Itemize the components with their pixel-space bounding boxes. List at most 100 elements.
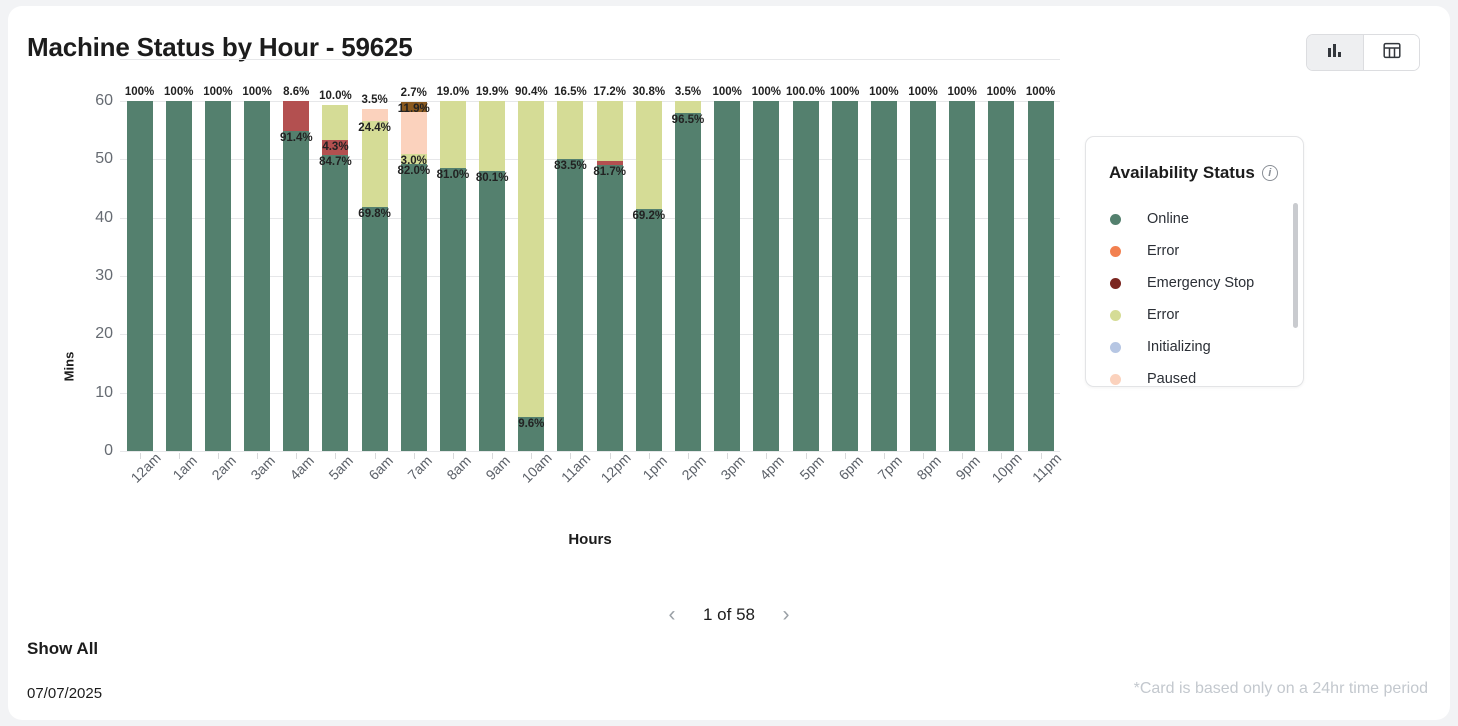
bar-segment[interactable]: 82.0%: [397, 164, 430, 451]
bar-column[interactable]: 80.1% 19.9%: [473, 86, 512, 451]
bar-column[interactable]: 9.6% 90.4%: [512, 86, 551, 451]
bar-segment[interactable]: 84.7%: [319, 154, 352, 451]
bar-top-label: 100%: [124, 86, 155, 98]
bar-segment[interactable]: 9.6%: [518, 417, 544, 451]
chart-view-button[interactable]: [1307, 35, 1363, 70]
legend-item[interactable]: Initializing: [1110, 331, 1303, 363]
bar-column[interactable]: 81.7% 17.2%: [590, 86, 629, 451]
bar-column[interactable]: 100%: [159, 86, 198, 451]
bar-segment[interactable]: [244, 101, 271, 451]
bar-segment[interactable]: [949, 101, 976, 451]
x-tick-mark: [687, 453, 689, 459]
bar-segment[interactable]: [479, 101, 506, 171]
bar-segment[interactable]: [910, 101, 937, 451]
x-axis-tick: 12pm: [590, 450, 633, 523]
bar-segment[interactable]: [753, 101, 780, 451]
bar-column[interactable]: 100.0%: [786, 86, 825, 451]
bar-segment[interactable]: 96.5%: [672, 113, 704, 451]
bar-column[interactable]: 100%: [747, 86, 786, 451]
bar-column[interactable]: 100%: [120, 86, 159, 451]
legend-item[interactable]: Online: [1110, 203, 1303, 235]
bar-segment-label: 9.6%: [518, 418, 545, 431]
bar-segment[interactable]: 81.0%: [437, 167, 469, 451]
bar-segment[interactable]: [792, 101, 819, 451]
machine-status-card: Machine Status by Hour - 59625: [8, 6, 1450, 720]
bar-segment[interactable]: [870, 101, 897, 451]
bar-column[interactable]: 100%: [825, 86, 864, 451]
show-all-button[interactable]: Show All: [27, 639, 99, 658]
bar-segment[interactable]: [204, 101, 231, 451]
x-tick-mark: [766, 453, 768, 459]
x-axis-tick: 8pm: [903, 452, 944, 523]
bar-segment[interactable]: 69.2%: [633, 208, 665, 451]
chevron-left-icon[interactable]: ‹: [668, 603, 676, 626]
legend-item-label: Error: [1147, 307, 1180, 323]
bar-segment-label: 81.7%: [593, 166, 626, 179]
info-icon[interactable]: i: [1261, 165, 1278, 181]
bar-segment[interactable]: [635, 101, 662, 209]
bar-column[interactable]: 91.4% 8.6%: [277, 86, 316, 451]
bar-column[interactable]: 100%: [198, 86, 237, 451]
bar-segment[interactable]: [674, 101, 701, 114]
x-axis-tick: 12am: [120, 450, 163, 523]
bar-segment[interactable]: 83.5%: [554, 158, 587, 451]
bar-segment[interactable]: [596, 101, 623, 162]
bar-segment[interactable]: 11.9%: [398, 102, 430, 115]
bar-segment[interactable]: [165, 101, 192, 451]
bar-segment[interactable]: [988, 101, 1015, 451]
bar-column[interactable]: 100%: [238, 86, 277, 451]
bar-segment[interactable]: [322, 104, 349, 140]
legend-item[interactable]: Emergency Stop: [1110, 267, 1303, 299]
bar-segment[interactable]: [400, 111, 427, 154]
bar-column[interactable]: 24.4% 69.8% 3.5%: [355, 94, 394, 451]
x-axis-tick-label: 8am: [443, 452, 474, 483]
chevron-right-icon[interactable]: ›: [782, 603, 790, 626]
legend-item[interactable]: Error: [1110, 299, 1303, 331]
bar-segment[interactable]: [518, 101, 545, 418]
bar-column[interactable]: 100%: [903, 86, 942, 451]
x-axis-tick: 2pm: [668, 452, 709, 523]
bar-segment[interactable]: [831, 101, 858, 451]
bar-segment[interactable]: [1027, 101, 1054, 451]
bar-column[interactable]: 100%: [1021, 86, 1060, 451]
bar-column[interactable]: 96.5% 3.5%: [668, 86, 707, 451]
bar-segment[interactable]: 81.7%: [593, 165, 626, 451]
bar-segment[interactable]: 69.8%: [358, 206, 391, 451]
bar-segment[interactable]: [283, 101, 310, 132]
bar-column[interactable]: 100%: [982, 86, 1021, 451]
bar-top-label: 19.0%: [436, 86, 470, 98]
bar-column[interactable]: 81.0% 19.0%: [433, 86, 472, 451]
bar-column[interactable]: 100%: [708, 86, 747, 451]
x-axis-tick: 8am: [433, 452, 474, 523]
bar-segment[interactable]: 4.3%: [322, 139, 349, 155]
legend-item[interactable]: Paused: [1110, 363, 1303, 386]
chart-area: Mins 0 10 20 30 40 50 60 100% 100% 100% 100% 91.4%…: [8, 59, 1450, 561]
table-view-button[interactable]: [1363, 35, 1419, 70]
bar-column[interactable]: 83.5% 16.5%: [551, 86, 590, 451]
bar-column[interactable]: 11.9% 3.0% 82.0% 2.7%: [394, 87, 433, 451]
bar-segment[interactable]: [557, 101, 584, 159]
bar-segment[interactable]: 80.1%: [476, 170, 508, 451]
x-axis-tick-label: 10pm: [988, 449, 1026, 486]
bar-stack: 96.5% 3.5%: [672, 86, 704, 451]
bar-column[interactable]: 100%: [864, 86, 903, 451]
y-axis-tick-label: 0: [104, 442, 113, 459]
gridline: [120, 101, 1060, 102]
bar-segment[interactable]: [439, 101, 466, 168]
bar-segment[interactable]: 24.4%: [358, 121, 391, 207]
bar-segment[interactable]: [714, 101, 741, 451]
legend-color-dot: [1110, 277, 1121, 289]
x-axis-tick-label: 9pm: [952, 452, 984, 483]
bar-stack: 4.3% 84.7% 10.0%: [319, 90, 352, 451]
bar-segment[interactable]: [361, 109, 388, 122]
legend-item[interactable]: Error: [1110, 235, 1303, 267]
legend-scrollbar[interactable]: [1293, 203, 1298, 328]
bar-column[interactable]: 69.2% 30.8%: [629, 86, 668, 451]
bar-column[interactable]: 4.3% 84.7% 10.0%: [316, 90, 355, 451]
bar-segment[interactable]: [126, 101, 153, 451]
bar-segment[interactable]: [596, 161, 623, 166]
bar-column[interactable]: 100%: [943, 86, 982, 451]
bar-segment[interactable]: 3.0%: [401, 153, 427, 167]
bar-segment[interactable]: 91.4%: [280, 131, 313, 451]
bar-stack: 100%: [1026, 86, 1055, 451]
